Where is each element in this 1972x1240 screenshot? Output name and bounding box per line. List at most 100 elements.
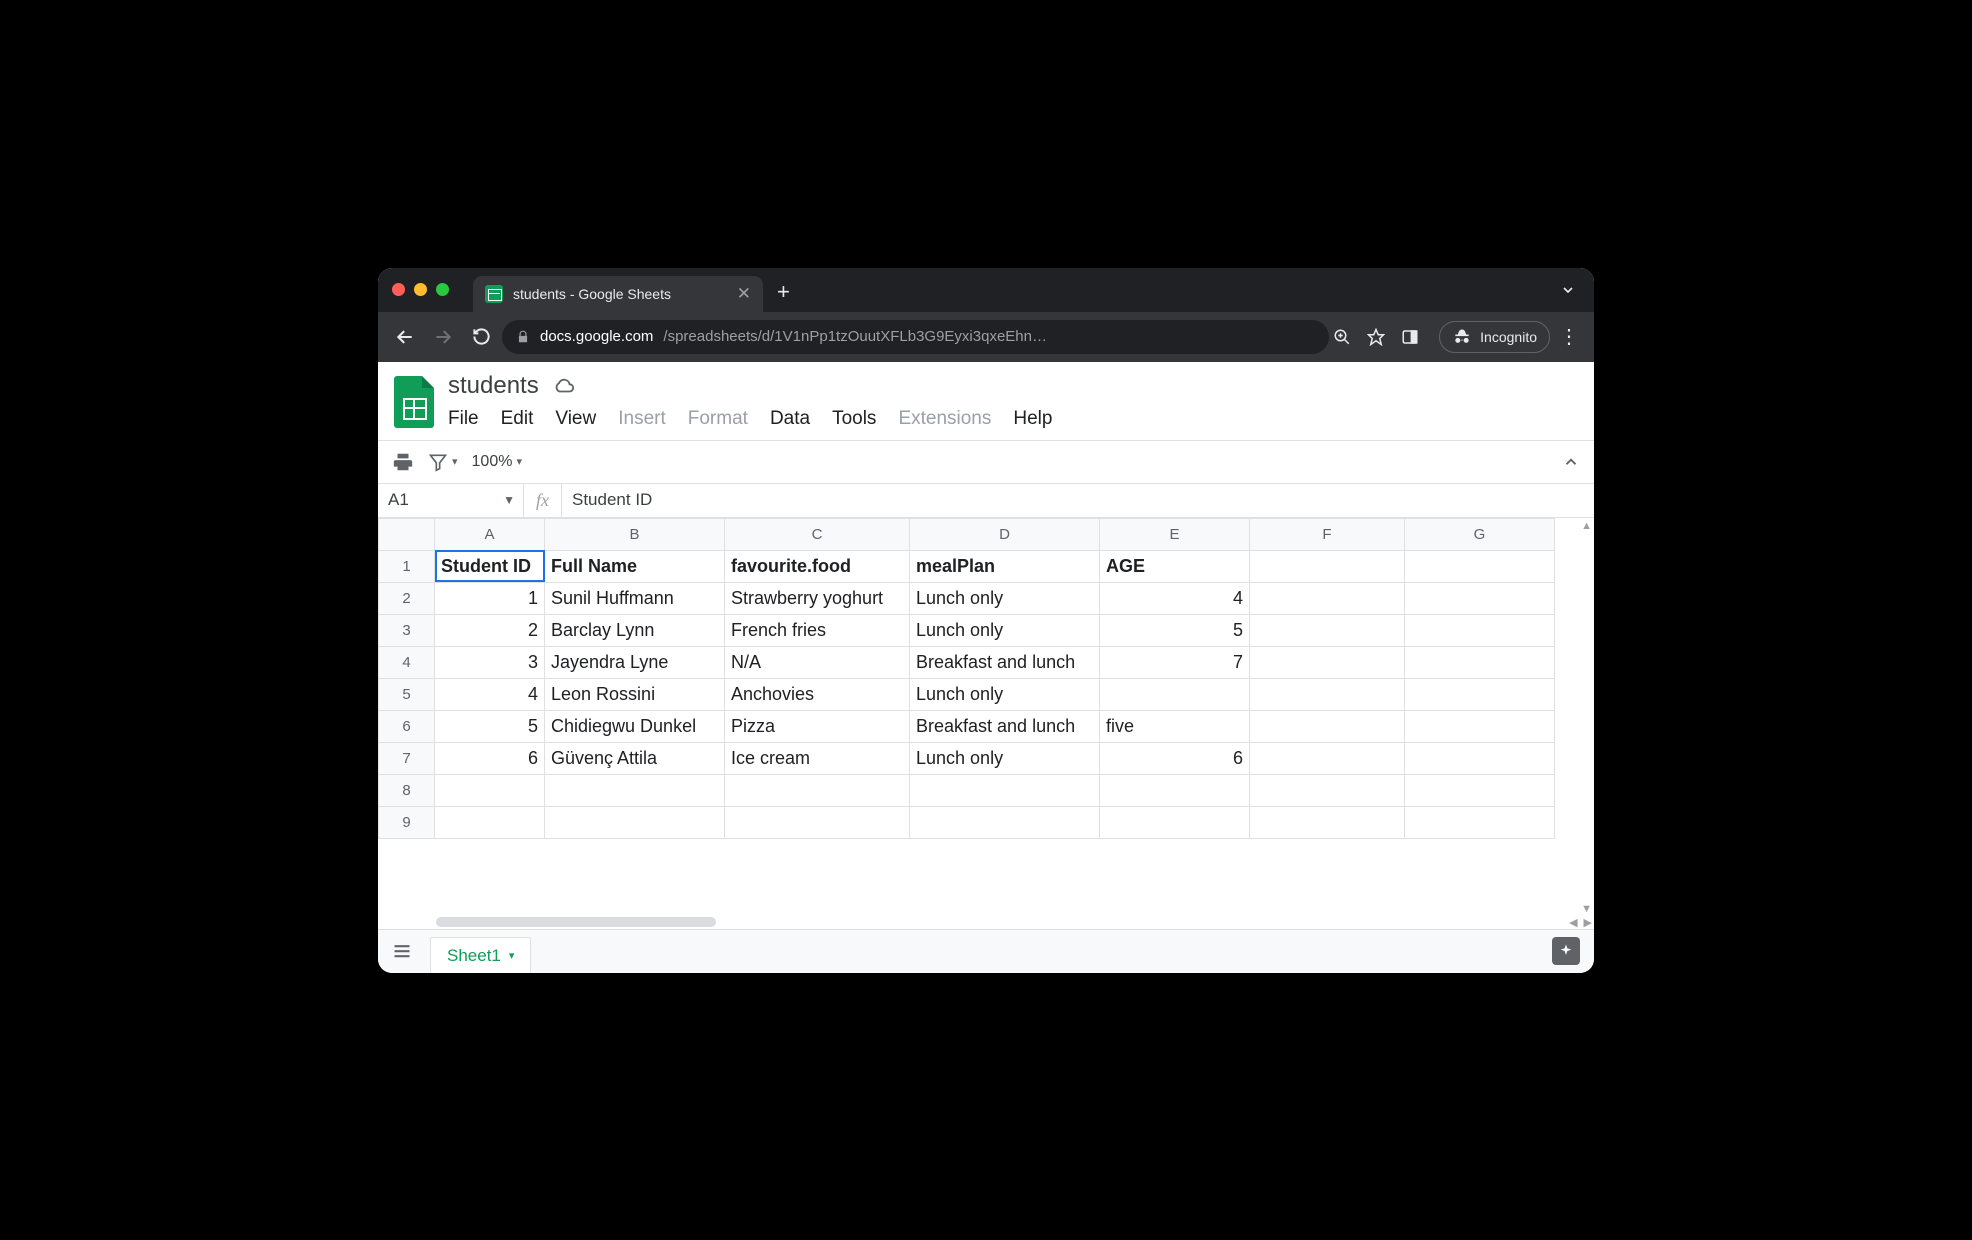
cell-A7[interactable]: 6 (435, 742, 545, 774)
cell-G5[interactable] (1405, 678, 1555, 710)
cell-F3[interactable] (1250, 614, 1405, 646)
cell-C3[interactable]: French fries (725, 614, 910, 646)
menu-file[interactable]: File (448, 408, 479, 430)
menu-format[interactable]: Format (688, 408, 748, 430)
row-header-8[interactable]: 8 (379, 774, 435, 806)
row-header-5[interactable]: 5 (379, 678, 435, 710)
menu-help[interactable]: Help (1013, 408, 1052, 430)
close-window-button[interactable] (392, 283, 405, 296)
filter-button[interactable]: ▾ (428, 452, 458, 472)
cell-C8[interactable] (725, 774, 910, 806)
cell-E2[interactable]: 4 (1100, 582, 1250, 614)
maximize-window-button[interactable] (436, 283, 449, 296)
cell-G9[interactable] (1405, 806, 1555, 838)
cell-B9[interactable] (545, 806, 725, 838)
cell-C6[interactable]: Pizza (725, 710, 910, 742)
cloud-save-icon[interactable] (553, 375, 575, 397)
menu-data[interactable]: Data (770, 408, 810, 430)
col-header-G[interactable]: G (1405, 518, 1555, 550)
cell-D6[interactable]: Breakfast and lunch (910, 710, 1100, 742)
cell-A2[interactable]: 1 (435, 582, 545, 614)
sheet-tab-menu-icon[interactable]: ▾ (509, 949, 515, 962)
cell-A8[interactable] (435, 774, 545, 806)
formula-value[interactable]: Student ID (562, 490, 652, 510)
cell-F1[interactable] (1250, 550, 1405, 582)
row-header-2[interactable]: 2 (379, 582, 435, 614)
cell-A5[interactable]: 4 (435, 678, 545, 710)
col-header-F[interactable]: F (1250, 518, 1405, 550)
incognito-badge[interactable]: Incognito (1439, 321, 1550, 353)
cell-B3[interactable]: Barclay Lynn (545, 614, 725, 646)
row-header-6[interactable]: 6 (379, 710, 435, 742)
cell-E9[interactable] (1100, 806, 1250, 838)
cell-F9[interactable] (1250, 806, 1405, 838)
cell-G3[interactable] (1405, 614, 1555, 646)
col-header-C[interactable]: C (725, 518, 910, 550)
cell-C4[interactable]: N/A (725, 646, 910, 678)
back-button[interactable] (388, 320, 422, 354)
cell-D3[interactable]: Lunch only (910, 614, 1100, 646)
cell-F8[interactable] (1250, 774, 1405, 806)
explore-button[interactable] (1552, 937, 1580, 965)
cell-C9[interactable] (725, 806, 910, 838)
cell-C2[interactable]: Strawberry yoghurt (725, 582, 910, 614)
collapse-toolbar-icon[interactable] (1562, 453, 1580, 471)
cell-E5[interactable] (1100, 678, 1250, 710)
cell-F7[interactable] (1250, 742, 1405, 774)
row-header-3[interactable]: 3 (379, 614, 435, 646)
cell-B8[interactable] (545, 774, 725, 806)
name-box[interactable]: A1 ▼ (378, 484, 524, 517)
zoom-indicator-icon[interactable] (1333, 328, 1363, 346)
cell-E7[interactable]: 6 (1100, 742, 1250, 774)
spreadsheet-grid[interactable]: ABCDEFG1Student IDFull Namefavourite.foo… (378, 518, 1594, 929)
side-panel-icon[interactable] (1401, 328, 1431, 346)
cell-G4[interactable] (1405, 646, 1555, 678)
cell-E1[interactable]: AGE (1100, 550, 1250, 582)
cell-G1[interactable] (1405, 550, 1555, 582)
col-header-D[interactable]: D (910, 518, 1100, 550)
bookmark-icon[interactable] (1367, 328, 1397, 346)
row-header-1[interactable]: 1 (379, 550, 435, 582)
cell-E3[interactable]: 5 (1100, 614, 1250, 646)
new-tab-button[interactable]: + (777, 279, 790, 305)
scroll-up-icon[interactable]: ▲ (1581, 520, 1592, 532)
cell-D4[interactable]: Breakfast and lunch (910, 646, 1100, 678)
cell-F2[interactable] (1250, 582, 1405, 614)
name-box-dropdown-icon[interactable]: ▼ (503, 493, 523, 507)
cell-C1[interactable]: favourite.food (725, 550, 910, 582)
horizontal-scrollbar[interactable] (436, 917, 716, 927)
cell-E4[interactable]: 7 (1100, 646, 1250, 678)
row-header-7[interactable]: 7 (379, 742, 435, 774)
menu-extensions[interactable]: Extensions (898, 408, 991, 430)
browser-tab[interactable]: students - Google Sheets ✕ (473, 276, 763, 312)
cell-F5[interactable] (1250, 678, 1405, 710)
cell-D1[interactable]: mealPlan (910, 550, 1100, 582)
sheet-tab[interactable]: Sheet1 ▾ (430, 937, 531, 973)
cell-D5[interactable]: Lunch only (910, 678, 1100, 710)
menu-tools[interactable]: Tools (832, 408, 876, 430)
select-all-cell[interactable] (379, 518, 435, 550)
cell-B2[interactable]: Sunil Huffmann (545, 582, 725, 614)
zoom-dropdown[interactable]: 100% ▾ (472, 453, 522, 471)
menu-insert[interactable]: Insert (618, 408, 666, 430)
tab-overflow-icon[interactable] (1560, 282, 1576, 298)
url-field[interactable]: docs.google.com/spreadsheets/d/1V1nPp1tz… (502, 320, 1329, 354)
cell-G2[interactable] (1405, 582, 1555, 614)
cell-A9[interactable] (435, 806, 545, 838)
print-button[interactable] (392, 451, 414, 473)
cell-D9[interactable] (910, 806, 1100, 838)
cell-B6[interactable]: Chidiegwu Dunkel (545, 710, 725, 742)
forward-button[interactable] (426, 320, 460, 354)
cell-F6[interactable] (1250, 710, 1405, 742)
col-header-A[interactable]: A (435, 518, 545, 550)
browser-menu-button[interactable]: ⋮ (1554, 324, 1584, 349)
cell-E8[interactable] (1100, 774, 1250, 806)
cell-B5[interactable]: Leon Rossini (545, 678, 725, 710)
cell-C5[interactable]: Anchovies (725, 678, 910, 710)
menu-edit[interactable]: Edit (501, 408, 534, 430)
cell-G8[interactable] (1405, 774, 1555, 806)
cell-A3[interactable]: 2 (435, 614, 545, 646)
all-sheets-button[interactable] (392, 941, 412, 961)
cell-B7[interactable]: Güvenç Attila (545, 742, 725, 774)
cell-G7[interactable] (1405, 742, 1555, 774)
